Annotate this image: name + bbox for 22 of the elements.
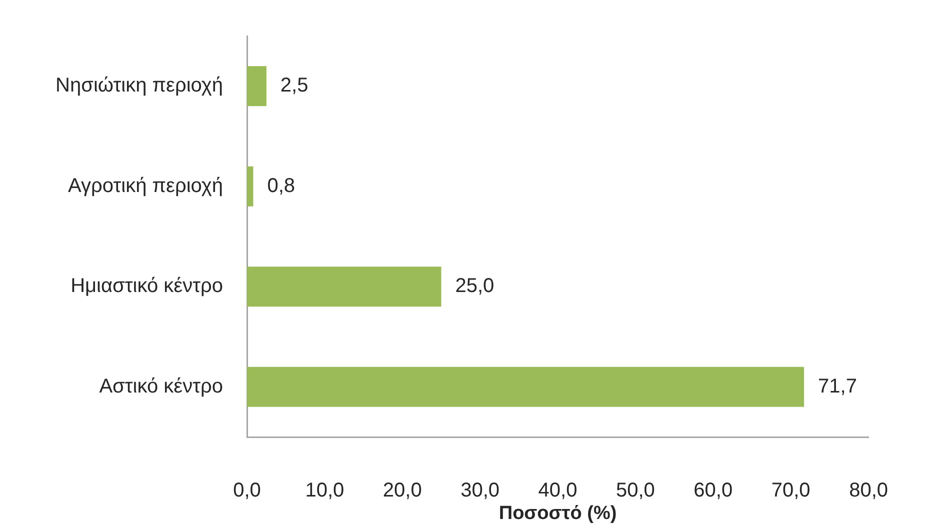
x-tick-label: 50,0 bbox=[616, 480, 655, 502]
y-tick-label: Ημιαστικό κέντρο bbox=[70, 275, 223, 298]
data-label: 71,7 bbox=[818, 375, 857, 398]
bar bbox=[247, 166, 254, 206]
bar bbox=[247, 66, 266, 106]
data-label: 2,5 bbox=[280, 74, 308, 97]
x-tick-label: 0,0 bbox=[233, 480, 261, 502]
data-label: 25,0 bbox=[455, 275, 494, 298]
bar bbox=[247, 266, 442, 307]
data-label: 0,8 bbox=[267, 174, 296, 197]
x-tick-label: 80,0 bbox=[849, 480, 888, 502]
x-tick-label: 30,0 bbox=[460, 480, 500, 502]
y-tick-label: Αγροτική περιοχή bbox=[68, 174, 223, 197]
x-tick-label: 10,0 bbox=[305, 480, 344, 502]
x-tick-label: 40,0 bbox=[538, 480, 578, 502]
y-tick-label: Νησιώτικη περιοχή bbox=[56, 74, 223, 97]
x-tick-label: 70,0 bbox=[771, 480, 810, 502]
x-tick-label: 60,0 bbox=[694, 480, 733, 502]
x-tick-label: 20,0 bbox=[382, 480, 422, 502]
bar bbox=[247, 366, 804, 407]
x-axis-title: Ποσοστό (%) bbox=[498, 502, 617, 524]
y-tick-label: Αστικό κέντρο bbox=[99, 375, 223, 398]
